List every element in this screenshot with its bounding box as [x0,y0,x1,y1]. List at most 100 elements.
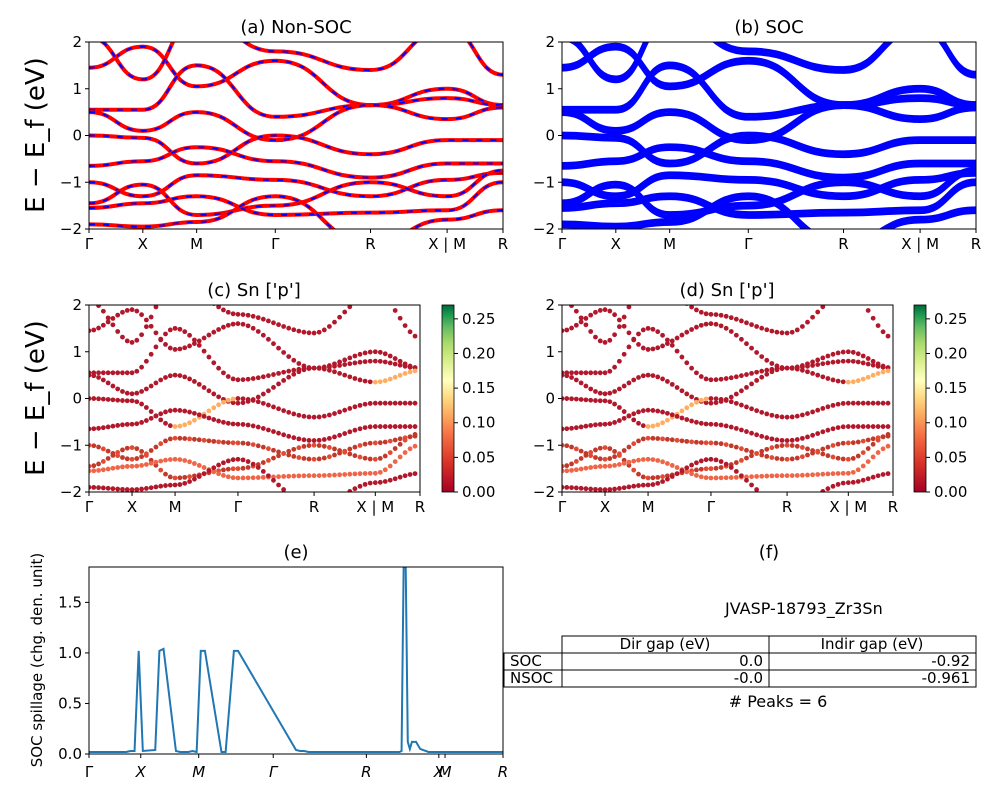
band-point [744,447,749,453]
panel-a-xtick-label: X | M [428,235,466,253]
band-point [387,353,393,359]
band-point [129,340,135,345]
band-point [326,435,332,441]
band-point [830,471,836,477]
band-point [302,501,307,506]
band-point [255,329,261,334]
band-point [573,322,579,328]
band-point [143,405,149,410]
band-point [240,422,246,427]
band-point [607,487,613,492]
band-point [669,412,675,418]
band-point [201,348,207,354]
band-line-blue-dash [89,104,503,142]
band-point [660,479,665,484]
band-point [311,438,317,443]
band-point [779,414,785,420]
band-point [221,460,226,466]
band-point [91,468,97,474]
band-point [91,463,97,469]
band-point [120,447,125,453]
band-point [679,332,685,338]
band-point [593,422,598,428]
band-point [583,322,589,328]
band-point [621,460,627,466]
band-point [344,491,346,492]
band-point [225,458,231,464]
band-point [202,294,207,299]
band-point [578,466,584,472]
band-point [626,305,632,310]
band-point [286,368,292,374]
band-point [250,325,256,331]
band-point [407,446,413,452]
panel-b-ytick-label: 2 [545,33,555,51]
band-point [665,379,670,384]
band-point [225,397,231,403]
band-point [172,482,178,488]
band-point [216,462,221,468]
band-point [100,485,106,491]
band-point [650,326,656,332]
band-point [163,420,168,426]
band-point [612,312,617,318]
band-point [703,466,709,472]
band-point [569,396,574,402]
band-point [744,455,749,461]
band-point [163,375,168,380]
band-point [250,442,256,448]
band-line-soc [562,65,976,121]
band-point [597,338,603,344]
band-point [679,468,685,474]
band-point [631,337,637,343]
band-point [665,436,670,442]
band-point [377,424,383,429]
band-point [754,378,760,383]
band-point [784,473,790,479]
band-point [260,374,266,380]
band-point [665,341,670,347]
band-point [612,420,617,425]
band-point [607,399,613,405]
panel-d-ytick-label: 2 [545,296,555,314]
band-point [206,438,212,444]
band-point [703,440,709,446]
band-point [621,383,627,389]
band-point [196,437,202,443]
band-point [835,378,841,384]
band-point [865,424,871,429]
band-point [337,448,342,453]
band-point [230,396,236,402]
band-point [291,495,296,500]
band-point [860,400,866,406]
band-point [754,487,760,492]
band-point [240,475,246,481]
band-point [865,308,871,313]
band-point [607,421,613,427]
band-point [835,401,841,407]
band-point [616,418,622,423]
band-point [860,376,866,382]
band-point [216,394,221,400]
band-point [593,370,598,376]
band-point [835,441,841,447]
band-point [655,474,661,480]
band-point [588,465,594,470]
band-point [337,363,342,368]
band-point [870,358,876,364]
band-point [602,370,608,376]
band-point [201,437,207,443]
band-point [115,329,121,334]
band-point [674,385,680,390]
band-point [363,292,368,297]
band-point [689,394,694,400]
band-point [96,485,101,491]
band-point [830,426,836,432]
band-point [158,295,163,300]
band-point [640,408,646,414]
band-point [124,445,130,451]
band-line-blue-dash [89,146,503,179]
panel-d-xtick-label: X | M [829,498,867,516]
band-point [321,443,327,449]
